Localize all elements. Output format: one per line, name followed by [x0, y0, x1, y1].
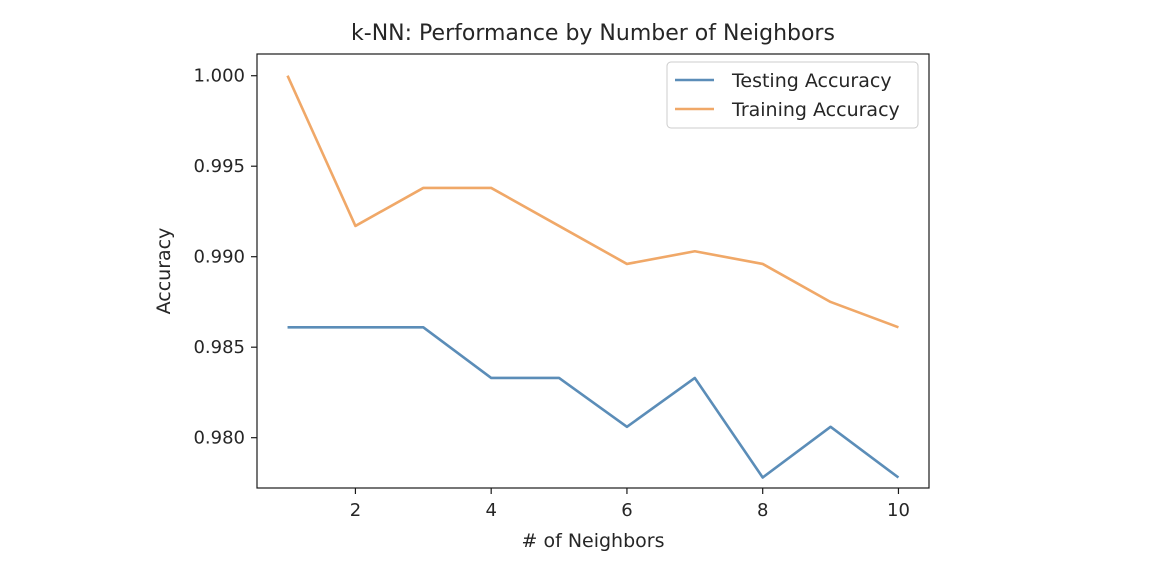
y-axis: 0.980 0.985 0.990 0.995 1.000 [193, 66, 257, 449]
x-axis: 2 4 6 8 10 [350, 488, 910, 521]
x-tick-label: 6 [621, 500, 632, 521]
x-tick-label: 2 [350, 500, 361, 521]
series-line-training-accuracy [286, 75, 899, 329]
chart-title: k-NN: Performance by Number of Neighbors [351, 21, 835, 46]
y-axis-label: Accuracy [153, 228, 175, 315]
plot-frame [256, 53, 930, 489]
y-tick-label: 1.000 [193, 66, 245, 87]
series-line-testing-accuracy [287, 325, 900, 479]
x-axis-label: # of Neighbors [522, 530, 665, 552]
legend-label-training-accuracy: Training Accuracy [731, 99, 900, 121]
x-tick-label: 4 [485, 500, 496, 521]
legend: Testing Accuracy Training Accuracy [666, 61, 919, 129]
y-tick-label: 0.995 [193, 156, 245, 177]
x-tick-label: 10 [887, 500, 910, 521]
legend-box [666, 61, 919, 129]
series-lines [286, 75, 900, 479]
y-tick-label: 0.985 [193, 337, 245, 358]
legend-label-testing-accuracy: Testing Accuracy [731, 70, 892, 92]
y-tick-label: 0.980 [193, 428, 245, 449]
y-tick-label: 0.990 [193, 247, 245, 268]
x-tick-label: 8 [757, 500, 768, 521]
